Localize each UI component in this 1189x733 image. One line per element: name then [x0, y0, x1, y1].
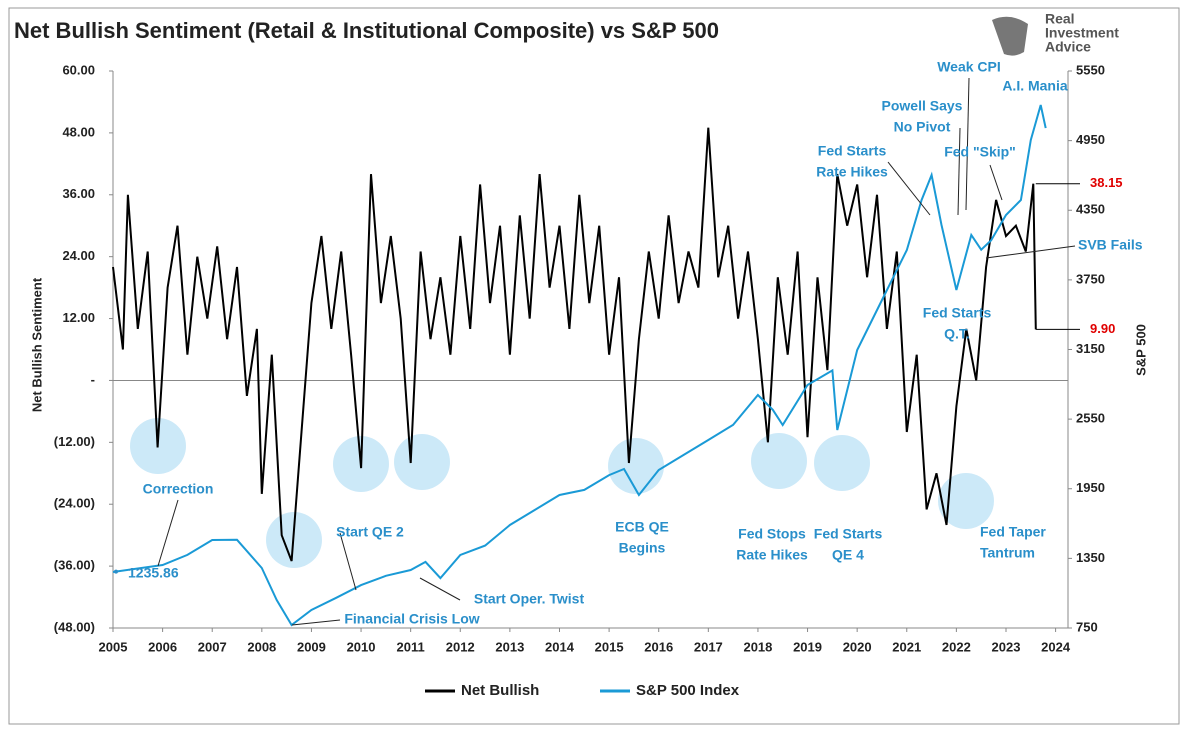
annotation: Fed Starts [923, 305, 992, 321]
start-label: 1235.86 [128, 564, 179, 580]
annotation: Fed "Skip" [944, 144, 1016, 160]
y2-tick-label: 5550 [1076, 62, 1105, 77]
annotation: Powell Says [882, 98, 963, 114]
legend-label: S&P 500 Index [636, 682, 740, 699]
x-tick-label: 2024 [1041, 639, 1071, 654]
callout-label: 38.15 [1090, 175, 1123, 190]
y2-tick-label: 1950 [1076, 480, 1105, 495]
logo-text: Investment [1045, 25, 1119, 41]
y2-tick-label: 2550 [1076, 411, 1105, 426]
x-tick-label: 2019 [793, 639, 822, 654]
x-tick-label: 2017 [694, 639, 723, 654]
annotation: Begins [619, 540, 666, 556]
x-tick-label: 2008 [247, 639, 276, 654]
y-axis-title: Net Bullish Sentiment [29, 277, 44, 412]
annotation: Financial Crisis Low [344, 611, 479, 627]
annotation-leader [339, 532, 357, 591]
annotation: Weak CPI [937, 59, 1001, 75]
x-tick-label: 2020 [843, 639, 872, 654]
annotation: ECB QE [615, 519, 669, 535]
annotation: Start QE 2 [336, 524, 404, 540]
x-tick-label: 2018 [743, 639, 772, 654]
annotation: No Pivot [894, 119, 951, 135]
annotation-leader [965, 77, 970, 211]
y-tick-label: 36.00 [62, 186, 95, 201]
annotation-leader [291, 619, 341, 626]
y-tick-label: 12.00 [62, 310, 95, 325]
x-tick-label: 2014 [545, 639, 575, 654]
y2-tick-label: 4950 [1076, 132, 1105, 147]
x-tick-label: 2012 [446, 639, 475, 654]
annotation: QE 4 [832, 547, 864, 563]
annotation: Fed Starts [818, 143, 887, 159]
x-tick-label: 2016 [644, 639, 673, 654]
x-tick-label: 2013 [495, 639, 524, 654]
annotation-leader [957, 127, 961, 216]
annotation: Fed Taper [980, 524, 1046, 540]
x-tick-label: 2010 [347, 639, 376, 654]
logo-text: Real [1045, 11, 1075, 27]
x-tick-label: 2006 [148, 639, 177, 654]
highlight-circle [814, 435, 870, 491]
y-tick-label: (48.00) [54, 619, 95, 634]
annotation-leader [887, 161, 931, 216]
annotation: Start Oper. Twist [474, 591, 585, 607]
annotation-leader [985, 245, 1076, 259]
y2-axis-title: S&P 500 [1133, 324, 1148, 376]
x-tick-label: 2022 [942, 639, 971, 654]
annotation: Fed Starts [814, 526, 883, 542]
x-tick-label: 2009 [297, 639, 326, 654]
frame [8, 7, 1180, 725]
y2-tick-label: 3750 [1076, 271, 1105, 286]
y-tick-label: 24.00 [62, 248, 95, 263]
x-tick-label: 2021 [892, 639, 921, 654]
y-tick-label: - [91, 372, 95, 387]
annotation: A.I. Mania [1002, 78, 1068, 94]
annotation-leader [419, 577, 461, 601]
series-line [112, 127, 1037, 562]
logo-text: Advice [1045, 39, 1091, 55]
y-tick-label: (36.00) [54, 558, 95, 573]
annotation: SVB Fails [1078, 237, 1143, 253]
y-tick-label: 48.00 [62, 124, 95, 139]
annotation: Rate Hikes [816, 164, 888, 180]
annotation: Tantrum [980, 545, 1035, 561]
annotation: Fed Stops [738, 526, 806, 542]
annotation: Q.T. [944, 326, 970, 342]
annotation-leader [989, 164, 1003, 201]
x-tick-label: 2005 [99, 639, 128, 654]
legend-label: Net Bullish [461, 682, 539, 699]
highlight-circle [751, 433, 807, 489]
series-line [112, 104, 1047, 627]
chart-title: Net Bullish Sentiment (Retail & Institut… [14, 18, 719, 43]
y-tick-label: 60.00 [62, 62, 95, 77]
x-tick-label: 2015 [595, 639, 624, 654]
y2-tick-label: 750 [1076, 619, 1098, 634]
highlight-circle [938, 473, 994, 529]
y-tick-label: (24.00) [54, 496, 95, 511]
y-tick-label: (12.00) [54, 434, 95, 449]
annotation: Rate Hikes [736, 547, 808, 563]
y2-tick-label: 3150 [1076, 341, 1105, 356]
annotation: Correction [143, 481, 214, 497]
x-tick-label: 2007 [198, 639, 227, 654]
x-tick-label: 2023 [992, 639, 1021, 654]
x-tick-label: 2011 [397, 639, 425, 654]
start-marker [114, 569, 118, 574]
annotation-leader [157, 499, 179, 567]
highlight-circle [394, 434, 450, 490]
y2-tick-label: 1350 [1076, 550, 1105, 565]
logo-icon [992, 16, 1028, 56]
highlight-circle [608, 438, 664, 494]
callout-label: 9.90 [1090, 321, 1115, 336]
y2-tick-label: 4350 [1076, 202, 1105, 217]
